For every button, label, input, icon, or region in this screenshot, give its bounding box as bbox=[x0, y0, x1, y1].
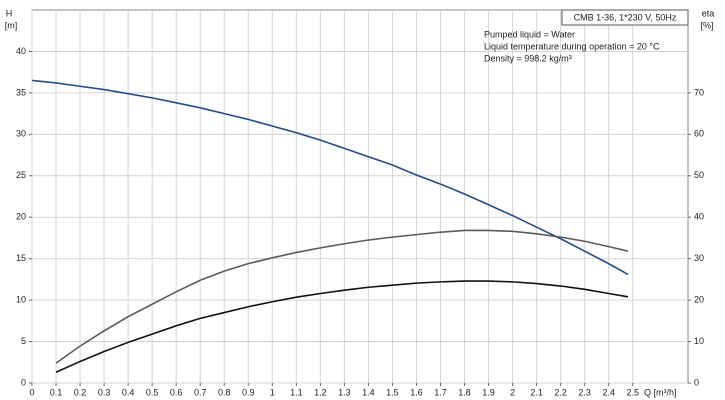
y2-tick-label: 70 bbox=[694, 87, 704, 97]
y-tick-label: 25 bbox=[16, 170, 26, 180]
line-series bbox=[55, 280, 629, 373]
y2-tick-label: 0 bbox=[694, 377, 699, 387]
plot-area bbox=[31, 9, 689, 384]
line-series bbox=[55, 229, 629, 364]
x-tick-label: 1.4 bbox=[362, 387, 375, 397]
note: Pumped liquid = Water bbox=[484, 29, 575, 39]
y2-tick-label: 10 bbox=[694, 336, 704, 346]
y2-tick-label: 50 bbox=[694, 170, 704, 180]
x-tick-label: 1.8 bbox=[458, 387, 471, 397]
note: Liquid temperature during operation = 20… bbox=[484, 41, 660, 51]
x-tick-label: 1.6 bbox=[410, 387, 423, 397]
title-box bbox=[561, 9, 689, 26]
y-tick-label: 0 bbox=[21, 377, 26, 387]
x-tick-label: 0.3 bbox=[98, 387, 111, 397]
x-tick-label: 0.9 bbox=[242, 387, 255, 397]
x-tick-label: 0.8 bbox=[218, 387, 231, 397]
y2-tick-label: 30 bbox=[694, 253, 704, 263]
x-tick-label: 0.6 bbox=[170, 387, 183, 397]
y2-tick-label: 40 bbox=[694, 212, 704, 222]
x-tick-label: 1.2 bbox=[314, 387, 327, 397]
y2-tick-label: 20 bbox=[694, 294, 704, 304]
x-tick-label: 2.2 bbox=[554, 387, 567, 397]
x-tick-label: 0.2 bbox=[74, 387, 87, 397]
y-tick-label: 5 bbox=[21, 336, 26, 346]
y2-axis-unit: [%] bbox=[700, 20, 713, 30]
y-tick-label: 10 bbox=[16, 294, 26, 304]
x-tick-label: 1 bbox=[270, 387, 275, 397]
y-tick-label: 15 bbox=[16, 253, 26, 263]
x-axis-label: Q [m³/h] bbox=[644, 387, 677, 397]
chart-title: CMB 1-36, 1*230 V, 50Hz bbox=[574, 12, 677, 22]
x-tick-label: 2 bbox=[510, 387, 515, 397]
x-tick-label: 2.1 bbox=[530, 387, 543, 397]
x-tick-label: 2.3 bbox=[578, 387, 591, 397]
x-tick-label: 0.4 bbox=[122, 387, 135, 397]
x-tick-label: 0.1 bbox=[50, 387, 63, 397]
x-tick-label: 2.5 bbox=[626, 387, 639, 397]
y-tick-label: 35 bbox=[16, 87, 26, 97]
x-tick-label: 1.9 bbox=[482, 387, 495, 397]
x-tick-label: 1.7 bbox=[434, 387, 447, 397]
y2-tick-label: 60 bbox=[694, 129, 704, 139]
x-tick-label: 0.5 bbox=[146, 387, 159, 397]
x-tick-label: 0 bbox=[29, 387, 34, 397]
y-tick-label: 40 bbox=[16, 46, 26, 56]
line-series bbox=[31, 79, 629, 276]
note: Density = 998.2 kg/m³ bbox=[484, 53, 572, 63]
x-tick-label: 2.4 bbox=[602, 387, 615, 397]
x-tick-label: 1.1 bbox=[290, 387, 303, 397]
x-tick-label: 1.3 bbox=[338, 387, 351, 397]
x-tick-label: 0.7 bbox=[194, 387, 207, 397]
y2-axis-label: eta bbox=[702, 8, 715, 18]
y-axis-unit: [m] bbox=[5, 20, 18, 30]
y-tick-label: 30 bbox=[16, 129, 26, 139]
y-axis-label: H bbox=[6, 8, 13, 18]
x-tick-label: 1.5 bbox=[386, 387, 399, 397]
y-tick-label: 20 bbox=[16, 212, 26, 222]
